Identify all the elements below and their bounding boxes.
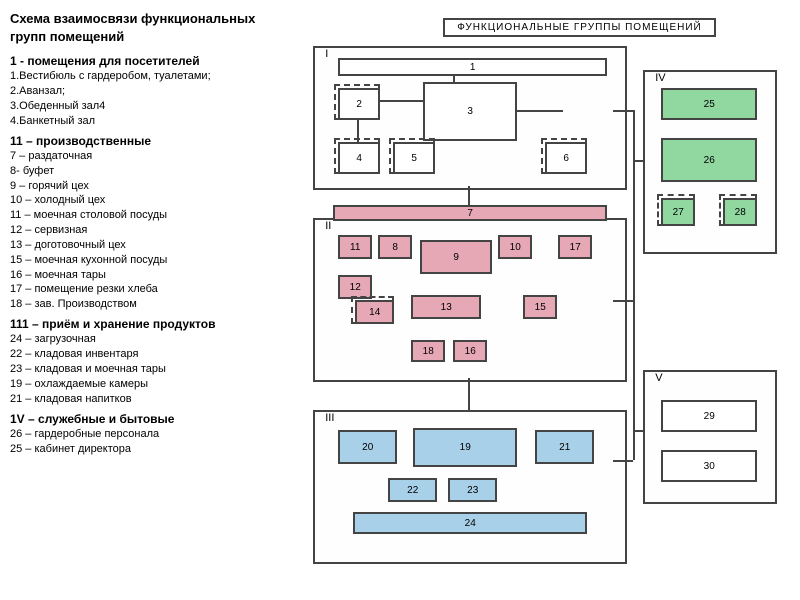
s3-i0: 24 – загрузочная [10, 332, 288, 347]
room-25: 25 [661, 88, 757, 120]
page: Схема взаимосвязи функциональных групп п… [10, 10, 790, 590]
room-1: 1 [338, 58, 607, 76]
room-8: 8 [378, 235, 412, 259]
s2-i3: 10 – холодный цех [10, 193, 288, 208]
room-21: 21 [535, 430, 594, 464]
group-V: V [643, 370, 777, 504]
group-label-V: V [651, 372, 666, 384]
s1-i0: 1.Вестибюль с гардеробом, туалетами; [10, 69, 288, 84]
diagram-canvas: ФУНКЦИОНАЛЬНЫЕ ГРУППЫ ПОМЕЩЕНИЙ IIIIIIIV… [293, 10, 790, 590]
s2-i9: 17 – помещение резки хлеба [10, 282, 288, 297]
s2-i0: 7 – раздаточная [10, 149, 288, 164]
room-14: 14 [355, 300, 394, 324]
s2-i2: 9 – горячий цех [10, 179, 288, 194]
connector-11 [633, 430, 645, 432]
s4-i1: 25 – кабинет директора [10, 442, 288, 457]
connector-6 [633, 110, 635, 460]
s3-i2: 23 – кладовая и моечная тары [10, 362, 288, 377]
room-7: 7 [333, 205, 607, 221]
section-2-head: 11 – производственные [10, 133, 288, 149]
room-9: 9 [420, 240, 492, 274]
s2-i5: 12 – сервизная [10, 223, 288, 238]
room-6: 6 [545, 142, 587, 174]
s4-i0: 26 – гардеробные персонала [10, 427, 288, 442]
room-20: 20 [338, 430, 397, 464]
s3-i4: 21 – кладовая напитков [10, 392, 288, 407]
section-3-head: 111 – приём и хранение продуктов [10, 316, 288, 332]
room-5: 5 [393, 142, 435, 174]
s2-i10: 18 – зав. Производством [10, 297, 288, 312]
s1-i1: 2.Аванзал; [10, 84, 288, 99]
room-2: 2 [338, 88, 380, 120]
group-label-II: II [321, 220, 335, 232]
room-11: 11 [338, 235, 372, 259]
room-22: 22 [388, 478, 437, 502]
room-28: 28 [723, 198, 757, 226]
connector-7 [613, 110, 633, 112]
functional-groups-header: ФУНКЦИОНАЛЬНЫЕ ГРУППЫ ПОМЕЩЕНИЙ [443, 18, 716, 37]
room-24: 24 [353, 512, 587, 534]
room-27: 27 [661, 198, 695, 226]
legend-panel: Схема взаимосвязи функциональных групп п… [10, 10, 293, 456]
diagram-title: Схема взаимосвязи функциональных групп п… [10, 10, 288, 45]
connector-10 [633, 160, 645, 162]
connector-4 [468, 186, 470, 206]
group-label-I: I [321, 48, 332, 60]
room-30: 30 [661, 450, 757, 482]
connector-9 [613, 460, 633, 462]
section-4-head: 1V – служебные и бытовые [10, 411, 288, 427]
s2-i6: 13 – доготовочный цех [10, 238, 288, 253]
s2-i4: 11 – моечная столовой посуды [10, 208, 288, 223]
room-15: 15 [523, 295, 557, 319]
room-23: 23 [448, 478, 497, 502]
s3-i3: 19 – охлаждаемые камеры [10, 377, 288, 392]
room-16: 16 [453, 340, 487, 362]
s2-i1: 8- буфет [10, 164, 288, 179]
section-1-head: 1 - помещения для посетителей [10, 53, 288, 69]
connector-8 [613, 300, 633, 302]
s2-i8: 16 – моечная тары [10, 268, 288, 283]
s1-i3: 4.Банкетный зал [10, 114, 288, 129]
room-4: 4 [338, 142, 380, 174]
connector-0 [376, 100, 423, 102]
connector-5 [468, 378, 470, 410]
room-19: 19 [413, 428, 517, 467]
s1-i2: 3.Обеденный зал4 [10, 99, 288, 114]
room-26: 26 [661, 138, 757, 182]
room-10: 10 [498, 235, 532, 259]
s3-i1: 22 – кладовая инвентаря [10, 347, 288, 362]
connector-1 [513, 110, 563, 112]
room-18: 18 [411, 340, 445, 362]
group-label-IV: IV [651, 72, 669, 84]
room-3: 3 [423, 82, 517, 141]
room-17: 17 [558, 235, 592, 259]
group-label-III: III [321, 412, 338, 424]
room-13: 13 [411, 295, 481, 319]
s2-i7: 15 – моечная кухонной посуды [10, 253, 288, 268]
room-29: 29 [661, 400, 757, 432]
